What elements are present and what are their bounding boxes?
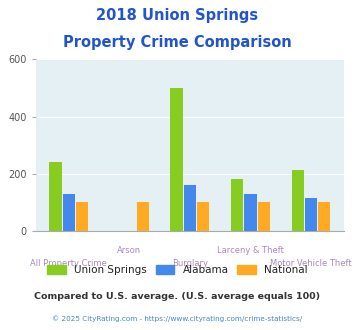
Bar (305, 198, 317, 231)
Bar (137, 202, 149, 231)
Text: Arson: Arson (117, 246, 141, 255)
Bar (170, 88, 183, 231)
Bar (244, 194, 257, 231)
Bar (49, 162, 62, 231)
Text: Motor Vehicle Theft: Motor Vehicle Theft (270, 259, 352, 268)
Bar (63, 194, 75, 231)
Text: Burglary: Burglary (172, 259, 208, 268)
Text: Compared to U.S. average. (U.S. average equals 100): Compared to U.S. average. (U.S. average … (34, 292, 321, 301)
Legend: Union Springs, Alabama, National: Union Springs, Alabama, National (43, 261, 312, 279)
Text: 2018 Union Springs: 2018 Union Springs (97, 8, 258, 23)
Bar (318, 202, 331, 231)
Bar (184, 185, 196, 231)
Bar (291, 170, 304, 231)
Bar (231, 179, 243, 231)
Bar (197, 202, 209, 231)
Bar (258, 202, 270, 231)
Text: All Property Crime: All Property Crime (31, 259, 107, 268)
Text: Property Crime Comparison: Property Crime Comparison (63, 35, 292, 50)
Bar (76, 202, 88, 231)
Text: © 2025 CityRating.com - https://www.cityrating.com/crime-statistics/: © 2025 CityRating.com - https://www.city… (53, 315, 302, 322)
Text: Larceny & Theft: Larceny & Theft (217, 246, 284, 255)
